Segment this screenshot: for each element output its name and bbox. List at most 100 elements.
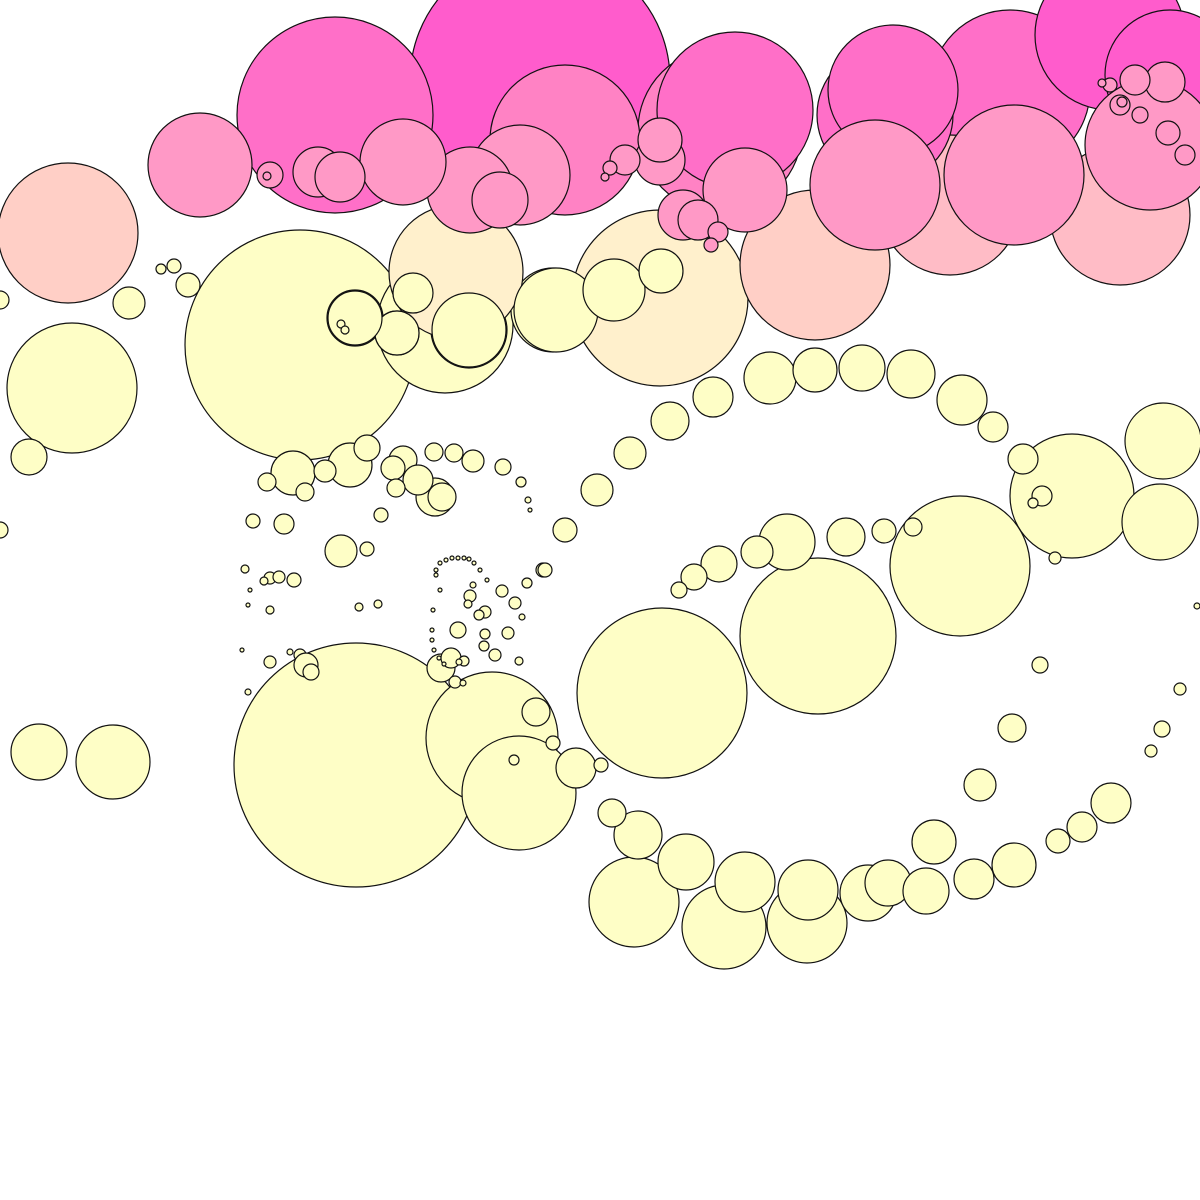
yellow-bubble [1153, 720, 1171, 738]
yellow-bubble-front [582, 258, 646, 322]
yellow-bubble [871, 518, 897, 544]
yellow-bubble [1124, 402, 1200, 480]
yellow-bubble-front [327, 290, 383, 346]
yellow-bubble [521, 577, 533, 589]
yellow-bubble [479, 628, 491, 640]
yellow-bubble [576, 607, 748, 779]
yellow-bubble-tiny [449, 555, 455, 561]
yellow-bubble [259, 576, 269, 586]
yellow-bubble [488, 648, 502, 662]
yellow-bubble [613, 810, 663, 860]
yellow-bubble [838, 344, 886, 392]
yellow-bubble [494, 458, 512, 476]
yellow-bubble [257, 472, 277, 492]
yellow-bubble-tiny [441, 661, 447, 667]
yellow-bubble [1121, 483, 1199, 561]
yellow-bubble [521, 697, 551, 727]
yellow-bubble [508, 596, 522, 610]
yellow-bubble [324, 534, 358, 568]
yellow-bubble [977, 411, 1009, 443]
yellow-bubble-tiny [455, 555, 461, 561]
yellow-bubble [155, 263, 167, 275]
yellow-bubble [273, 513, 295, 535]
yellow-bubble-front [392, 272, 434, 314]
yellow-bubble [1193, 602, 1200, 610]
yellow-bubble [459, 679, 467, 687]
yellow-bubble [473, 609, 485, 621]
yellow-bubble-tiny [466, 556, 472, 562]
light-pink-bubble [262, 171, 272, 181]
light-pink-bubble [1116, 96, 1128, 108]
yellow-bubble-tiny [433, 572, 439, 578]
yellow-bubble [495, 584, 509, 598]
light-pink-bubble [147, 112, 253, 218]
yellow-bubble [545, 735, 561, 751]
yellow-bubble [524, 496, 532, 504]
yellow-bubble [552, 517, 578, 543]
yellow-bubble [1173, 682, 1187, 696]
yellow-bubble [670, 581, 688, 599]
yellow-bubble [739, 557, 897, 715]
yellow-bubble [302, 663, 320, 681]
yellow-bubble-front [638, 248, 684, 294]
yellow-bubble [902, 867, 950, 915]
yellow-bubble [1048, 551, 1062, 565]
light-pink-bubble [943, 104, 1085, 246]
yellow-bubble [886, 349, 936, 399]
yellow-bubble [469, 581, 477, 589]
yellow-bubble-tiny [437, 587, 443, 593]
yellow-bubble [386, 478, 406, 498]
yellow-bubble [714, 851, 776, 913]
yellow-bubble [265, 605, 275, 615]
light-pink-bubble [702, 147, 788, 233]
yellow-bubble [245, 602, 251, 608]
bubble-layer [0, 0, 1200, 970]
yellow-bubble [373, 507, 389, 523]
yellow-bubble-tiny [431, 647, 437, 653]
yellow-bubble [692, 376, 734, 418]
yellow-bubble [424, 442, 444, 462]
yellow-bubble [1045, 828, 1071, 854]
yellow-bubble [353, 434, 381, 462]
yellow-bubble [826, 517, 866, 557]
yellow-bubble-tiny [433, 567, 439, 573]
yellow-bubble [448, 675, 462, 689]
yellow-bubble [0, 521, 9, 539]
yellow-bubble [461, 449, 485, 473]
yellow-bubble [1007, 443, 1039, 475]
yellow-bubble [245, 513, 261, 529]
yellow-bubble [936, 374, 988, 426]
yellow-bubble [650, 401, 690, 441]
yellow-bubble [0, 290, 10, 310]
yellow-bubble-tiny [477, 567, 483, 573]
yellow-bubble [1027, 497, 1039, 509]
yellow-bubble [313, 459, 337, 483]
yellow-bubble [373, 599, 383, 609]
yellow-bubble [580, 473, 614, 507]
yellow-bubble [359, 541, 375, 557]
yellow-bubble [657, 833, 715, 891]
yellow-bubble [537, 562, 553, 578]
light-pink-bubble [471, 171, 529, 229]
yellow-bubble [272, 570, 286, 584]
light-pink-bubble [359, 118, 447, 206]
yellow-bubble-front [431, 292, 507, 368]
yellow-bubble [515, 476, 527, 488]
light-pink-bubble [707, 221, 729, 243]
yellow-bubble [997, 713, 1027, 743]
yellow-bubble [402, 464, 434, 496]
yellow-bubble [1090, 782, 1132, 824]
yellow-bubble [1066, 811, 1098, 843]
light-pink-bubble [1155, 120, 1181, 146]
yellow-bubble [166, 258, 182, 274]
yellow-bubble [597, 798, 627, 828]
yellow-bubble [903, 517, 923, 537]
yellow-bubble [501, 626, 515, 640]
yellow-bubble-tiny [443, 557, 449, 563]
yellow-bubble [463, 599, 473, 609]
yellow-bubble [508, 754, 520, 766]
yellow-bubble [527, 507, 533, 513]
yellow-bubble [295, 482, 315, 502]
